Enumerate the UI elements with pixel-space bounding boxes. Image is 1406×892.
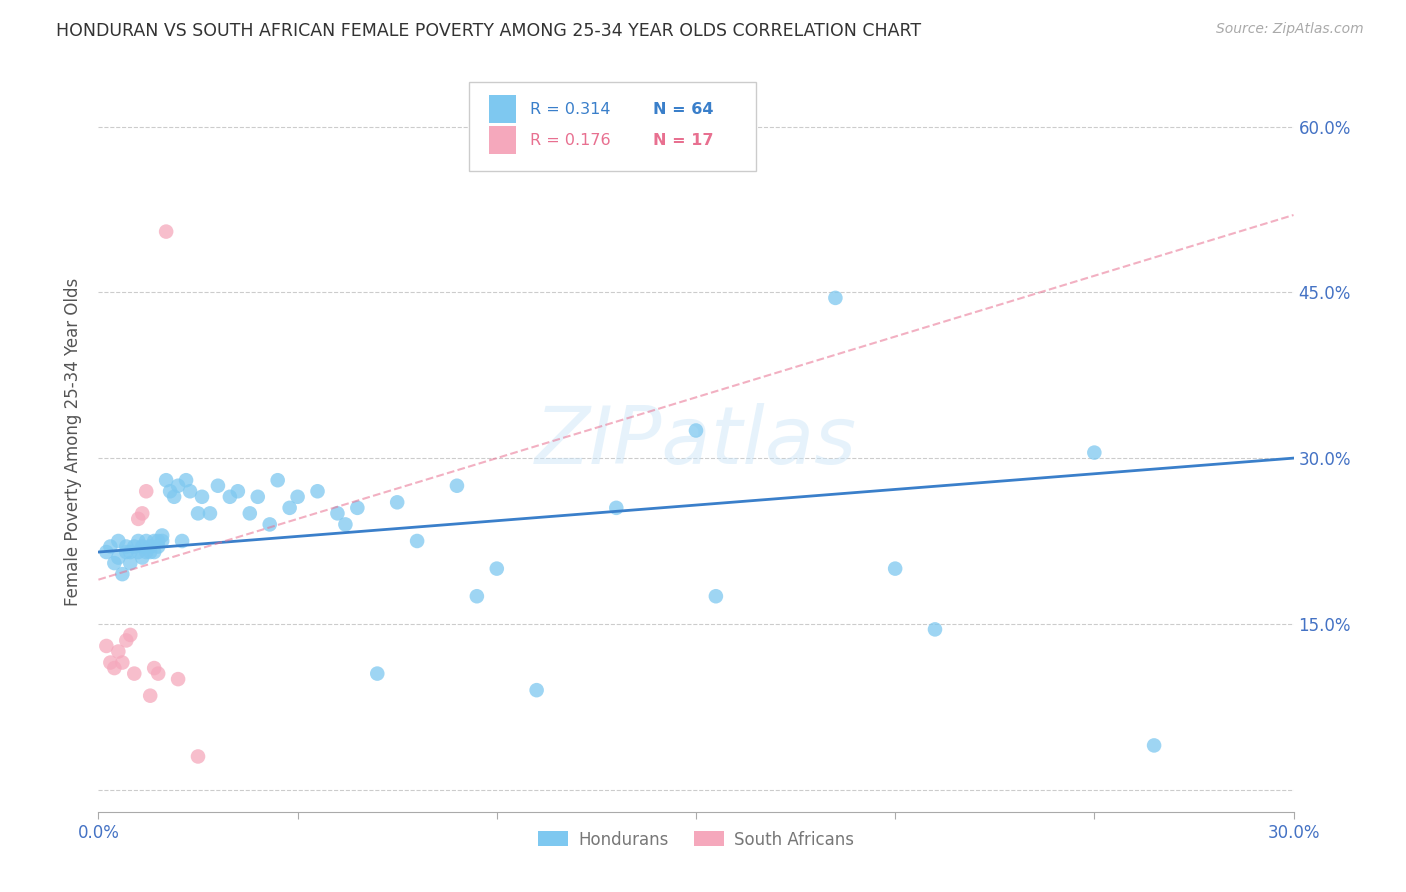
Hondurans xyxy=(385,495,409,509)
Text: R = 0.314: R = 0.314 xyxy=(530,102,610,117)
Hondurans xyxy=(167,479,190,493)
South Africans xyxy=(155,225,177,239)
Hondurans xyxy=(465,589,488,603)
Hondurans xyxy=(259,517,281,532)
FancyBboxPatch shape xyxy=(489,126,516,154)
Hondurans xyxy=(150,533,173,548)
Hondurans xyxy=(115,545,138,559)
Hondurans xyxy=(107,533,129,548)
Y-axis label: Female Poverty Among 25-34 Year Olds: Female Poverty Among 25-34 Year Olds xyxy=(65,277,83,606)
South Africans xyxy=(127,512,149,526)
Hondurans xyxy=(219,490,242,504)
Text: N = 17: N = 17 xyxy=(652,133,713,148)
Hondurans xyxy=(179,484,201,499)
Hondurans xyxy=(605,500,627,515)
South Africans xyxy=(98,656,122,670)
Hondurans xyxy=(287,490,309,504)
South Africans xyxy=(115,633,138,648)
Hondurans xyxy=(824,291,846,305)
Hondurans xyxy=(191,490,214,504)
Text: ZIPatlas: ZIPatlas xyxy=(534,402,858,481)
South Africans xyxy=(167,672,190,686)
Hondurans xyxy=(198,507,221,521)
Hondurans xyxy=(148,540,170,554)
Hondurans xyxy=(187,507,209,521)
South Africans xyxy=(187,749,209,764)
Hondurans xyxy=(163,490,186,504)
Hondurans xyxy=(704,589,727,603)
FancyBboxPatch shape xyxy=(489,95,516,123)
Hondurans xyxy=(103,556,125,570)
Text: N = 64: N = 64 xyxy=(652,102,713,117)
Hondurans xyxy=(884,561,907,575)
Hondurans xyxy=(135,533,157,548)
South Africans xyxy=(148,666,170,681)
Hondurans xyxy=(131,540,153,554)
Hondurans xyxy=(107,550,129,565)
Hondurans xyxy=(239,507,262,521)
Hondurans xyxy=(924,623,946,637)
South Africans xyxy=(131,507,153,521)
South Africans xyxy=(107,644,129,658)
Hondurans xyxy=(120,556,142,570)
Hondurans xyxy=(155,473,177,487)
Hondurans xyxy=(131,550,153,565)
Hondurans xyxy=(226,484,249,499)
Hondurans xyxy=(150,528,173,542)
Hondurans xyxy=(1143,739,1166,753)
Text: Source: ZipAtlas.com: Source: ZipAtlas.com xyxy=(1216,22,1364,37)
Hondurans xyxy=(346,500,368,515)
Hondurans xyxy=(366,666,388,681)
Hondurans xyxy=(278,500,301,515)
Hondurans xyxy=(111,567,134,582)
Hondurans xyxy=(143,545,166,559)
Hondurans xyxy=(246,490,269,504)
Hondurans xyxy=(127,533,149,548)
Hondurans xyxy=(326,507,349,521)
Hondurans xyxy=(159,484,181,499)
Hondurans xyxy=(96,545,118,559)
Hondurans xyxy=(207,479,229,493)
Hondurans xyxy=(98,540,122,554)
South Africans xyxy=(139,689,162,703)
Hondurans xyxy=(115,540,138,554)
Hondurans xyxy=(172,533,194,548)
Hondurans xyxy=(135,545,157,559)
Hondurans xyxy=(526,683,548,698)
Legend: Hondurans, South Africans: Hondurans, South Africans xyxy=(531,824,860,855)
Hondurans xyxy=(127,545,149,559)
South Africans xyxy=(143,661,166,675)
South Africans xyxy=(120,628,142,642)
Hondurans xyxy=(139,540,162,554)
Hondurans xyxy=(485,561,508,575)
Hondurans xyxy=(685,424,707,438)
Hondurans xyxy=(335,517,357,532)
Text: R = 0.176: R = 0.176 xyxy=(530,133,610,148)
Text: HONDURAN VS SOUTH AFRICAN FEMALE POVERTY AMONG 25-34 YEAR OLDS CORRELATION CHART: HONDURAN VS SOUTH AFRICAN FEMALE POVERTY… xyxy=(56,22,921,40)
South Africans xyxy=(111,656,134,670)
Hondurans xyxy=(124,540,146,554)
Hondurans xyxy=(446,479,468,493)
Hondurans xyxy=(307,484,329,499)
South Africans xyxy=(135,484,157,499)
Hondurans xyxy=(120,545,142,559)
South Africans xyxy=(124,666,146,681)
Hondurans xyxy=(143,533,166,548)
Hondurans xyxy=(148,533,170,548)
Hondurans xyxy=(1083,445,1105,459)
Hondurans xyxy=(139,545,162,559)
FancyBboxPatch shape xyxy=(470,82,756,171)
Hondurans xyxy=(174,473,197,487)
Hondurans xyxy=(406,533,429,548)
South Africans xyxy=(103,661,125,675)
Hondurans xyxy=(565,130,588,145)
South Africans xyxy=(96,639,118,653)
Hondurans xyxy=(267,473,290,487)
